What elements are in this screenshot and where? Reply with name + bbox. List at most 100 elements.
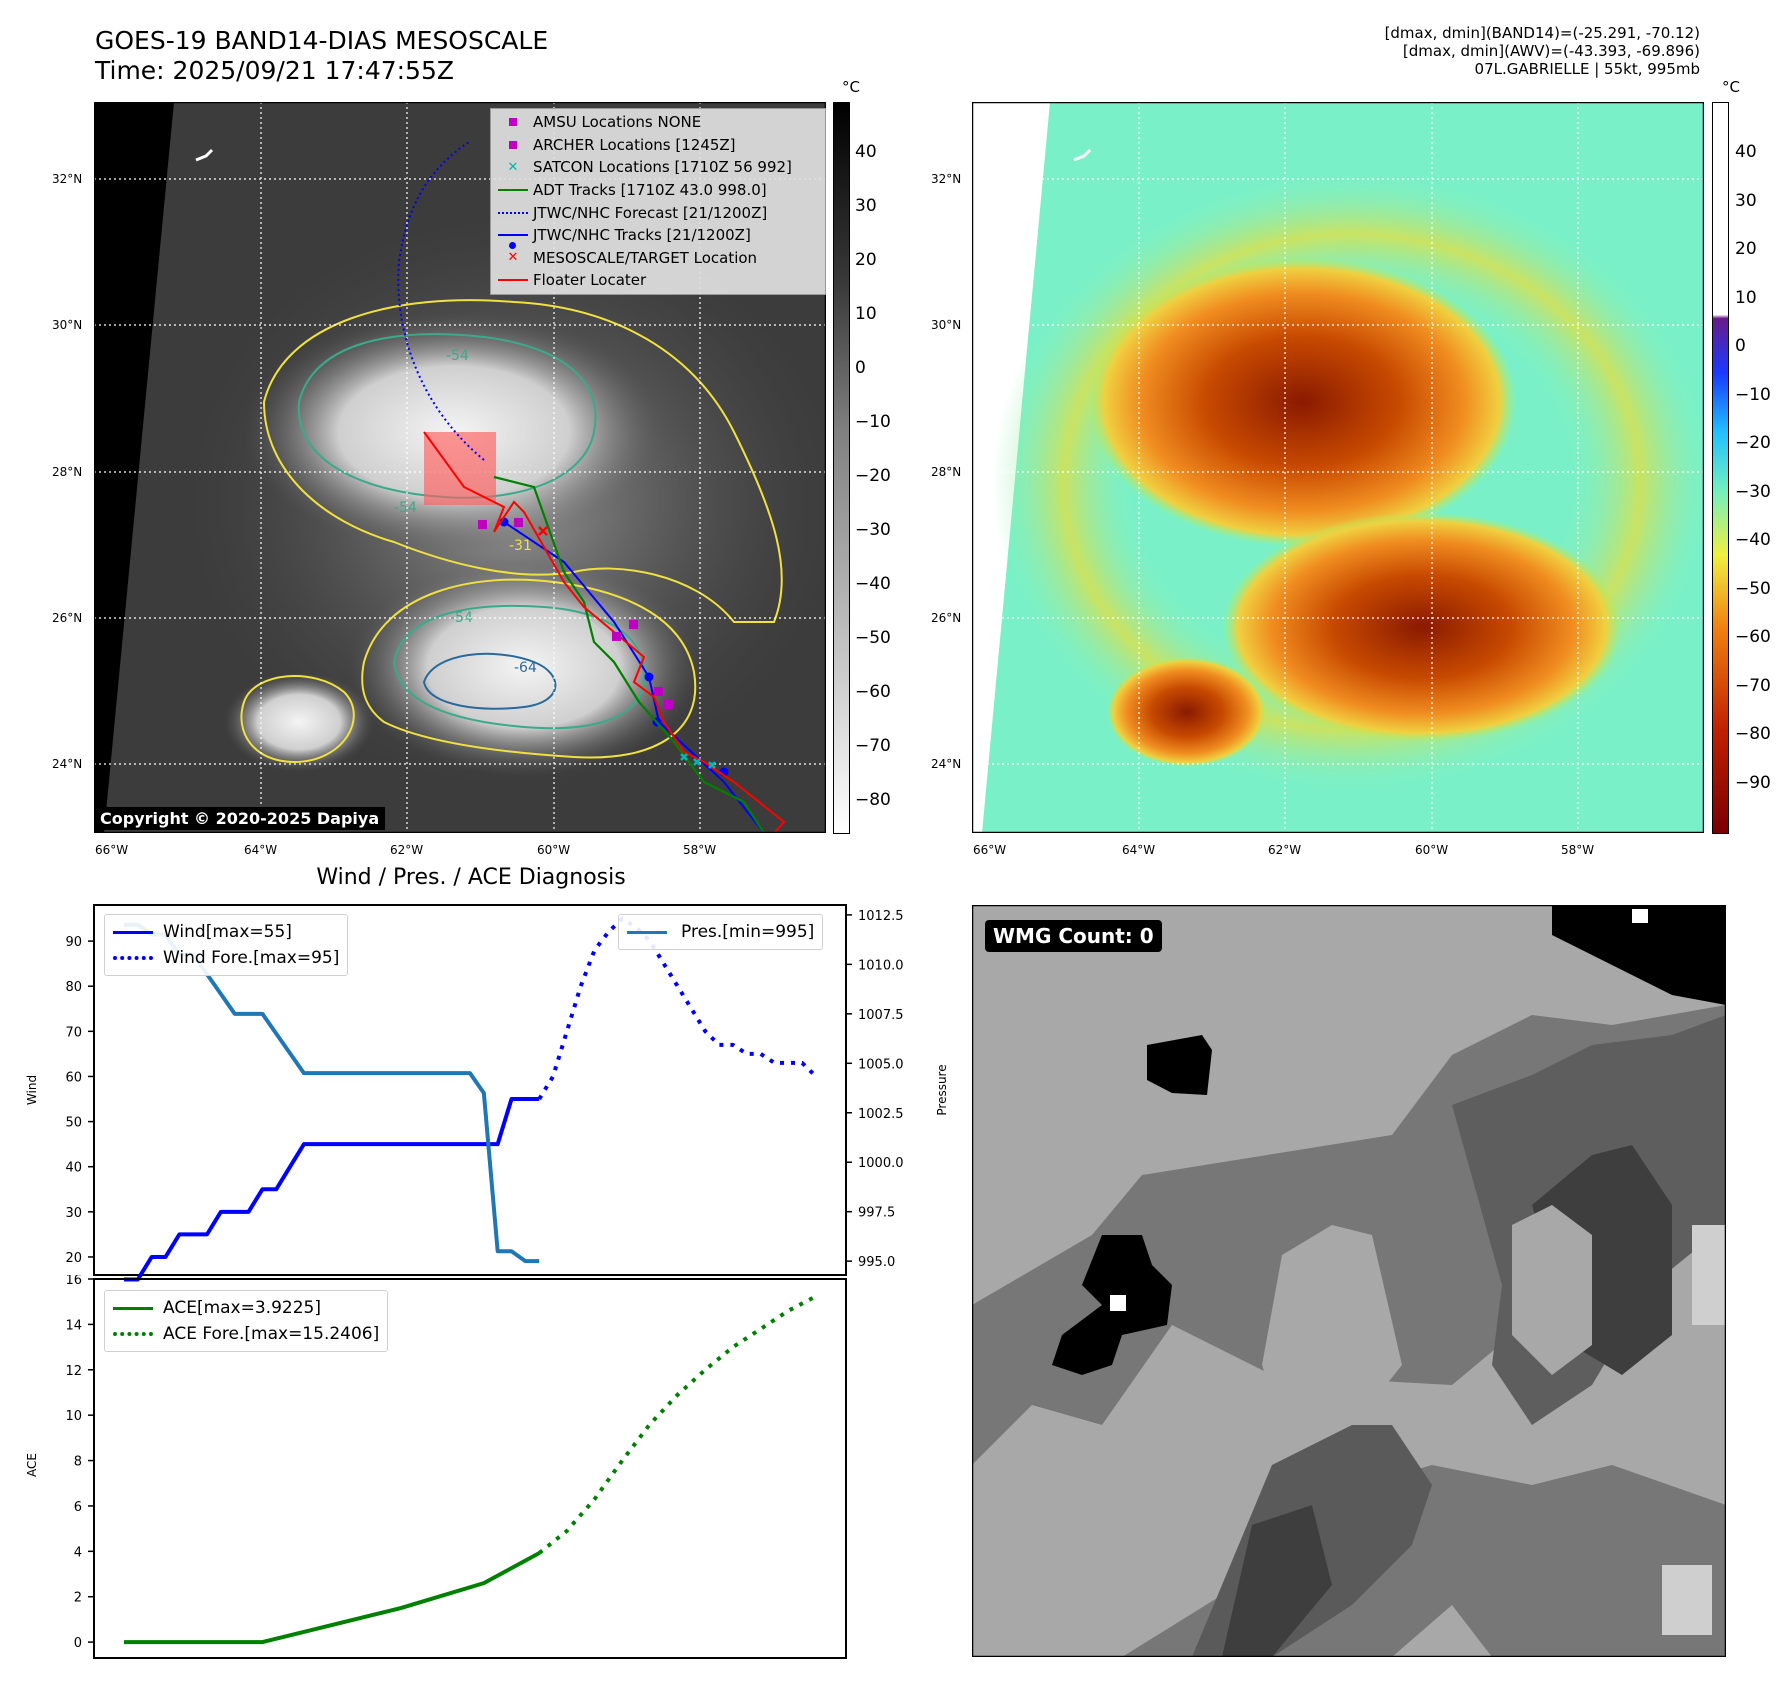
lon2-label-64: 64°W — [1122, 843, 1156, 857]
wind-ytick-label-20: 20 — [65, 1251, 82, 1266]
adt-track — [493, 475, 765, 833]
info-line1: [dmax, dmin](BAND14)=(-25.291, -70.12) — [1384, 24, 1700, 42]
lon-label-58: 58°W — [683, 843, 717, 857]
pres-ytick-label-1012.5: 1012.5 — [858, 909, 904, 924]
lat2-label-28: 28°N — [931, 465, 962, 479]
wind-ylabel: Wind — [25, 1075, 39, 1105]
series-line-0 — [124, 1097, 540, 1282]
legend-amsu: AMSU Locations NONE — [493, 111, 823, 134]
line-dot-icon — [493, 234, 533, 250]
contour-label-5: -54 — [450, 610, 473, 626]
pres-ytick-label-995.0: 995.0 — [858, 1255, 895, 1270]
chart-title: GOES-19 BAND14-DIAS MESOSCALE Time: 2025… — [95, 26, 548, 86]
wmg-frame — [972, 905, 1726, 1657]
line-icon — [493, 189, 533, 192]
lat2-label-24: 24°N — [931, 757, 962, 771]
cb1-tick-30: 30 — [855, 196, 877, 216]
storm-info: [dmax, dmin](BAND14)=(-25.291, -70.12) [… — [1385, 24, 1700, 78]
wind-ytick-label-30: 30 — [65, 1206, 82, 1221]
wmg-black-1 — [1147, 1035, 1212, 1095]
ace-ytick-label-4: 4 — [74, 1545, 82, 1560]
cb1-tick-10: 10 — [855, 304, 877, 324]
cb2-tick-10: 10 — [1735, 288, 1757, 308]
legend-archer: ARCHER Locations [1245Z] — [493, 134, 823, 157]
map-legend: AMSU Locations NONE ARCHER Locations [12… — [490, 108, 826, 295]
cb2-tick-m90: −90 — [1735, 773, 1771, 793]
lon-label-60: 60°W — [537, 843, 571, 857]
dotted-line-icon — [493, 211, 533, 214]
lat-label-28: 28°N — [52, 465, 83, 479]
legend-wind-fore: Wind Fore.[max=95] — [113, 945, 339, 971]
ace-ytick-label-0: 0 — [74, 1636, 82, 1651]
pres-ytick-label-1000.0: 1000.0 — [858, 1156, 904, 1171]
cb1-tick-m30: −30 — [855, 520, 891, 540]
cb1-tick-m60: −60 — [855, 682, 891, 702]
wmg-panel — [972, 905, 1726, 1657]
colorbar1 — [833, 102, 850, 834]
forecast-track — [397, 141, 485, 461]
line-icon — [493, 279, 533, 282]
lon-label-64: 64°W — [244, 843, 278, 857]
cb2-tick-m20: −20 — [1735, 433, 1771, 453]
contour-blue-south — [422, 652, 557, 710]
pres-ytick-label-997.5: 997.5 — [858, 1206, 895, 1221]
cb1-tick-m70: −70 — [855, 736, 891, 756]
contour-label-1: -54 — [394, 500, 417, 516]
ace-series-line-0 — [124, 1551, 541, 1645]
ace-legend: ACE[max=3.9225] ACE Fore.[max=15.2406] — [104, 1290, 389, 1352]
dotted-line-icon — [113, 956, 153, 960]
contour-yellow-west — [240, 675, 355, 764]
wind-ytick-label-80: 80 — [65, 980, 82, 995]
wind-ytick-label-90: 90 — [65, 935, 82, 950]
wind-ytick-label-70: 70 — [65, 1025, 82, 1040]
cb2-tick-m30: −30 — [1735, 482, 1771, 502]
legend-jtwc-tracks: JTWC/NHC Tracks [21/1200Z] — [493, 224, 823, 250]
ace-ytick-label-12: 12 — [65, 1364, 82, 1379]
lon2-label-62: 62°W — [1268, 843, 1302, 857]
awv-core-west — [1107, 657, 1267, 767]
awv-map-frame — [972, 102, 1704, 833]
info-line3: 07L.GABRIELLE | 55kt, 995mb — [1474, 60, 1700, 78]
legend-wind: Wind[max=55] — [113, 919, 339, 945]
wmg-black-top-right — [1552, 905, 1726, 1005]
lon2-label-60: 60°W — [1415, 843, 1449, 857]
cb1-tick-m50: −50 — [855, 628, 891, 648]
cb2-tick-m70: −70 — [1735, 676, 1771, 696]
cb1-tick-m80: −80 — [855, 790, 891, 810]
contour-label-2: -54 — [446, 348, 469, 364]
cb2-tick-m40: −40 — [1735, 530, 1771, 550]
contour-teal-south — [392, 604, 646, 730]
cb2-tick-20: 20 — [1735, 239, 1757, 259]
lat-label-32: 32°N — [52, 172, 83, 186]
mesoscale-target-marker — [538, 526, 548, 536]
square-marker-icon — [493, 140, 533, 149]
wmg-dark-band-5 — [1222, 1505, 1332, 1657]
colorbar2-ticks: 40 30 20 10 0 −10 −20 −30 −40 −50 −60 −7… — [1735, 142, 1788, 817]
ir-cloud-west — [224, 672, 374, 772]
cb1-tick-m40: −40 — [855, 574, 891, 594]
dotted-line-icon — [113, 1332, 153, 1336]
wmg-light-patch-1 — [1692, 1225, 1726, 1325]
square-marker-icon — [493, 118, 533, 127]
ace-ytick-label-14: 14 — [65, 1318, 82, 1333]
cb1-tick-m10: −10 — [855, 412, 891, 432]
cb1-tick-0: 0 — [855, 358, 866, 378]
cb1-tick-m20: −20 — [855, 466, 891, 486]
contour-label-4: -64 — [514, 660, 537, 676]
lat-label-26: 26°N — [52, 611, 83, 625]
ir-cloud-south — [349, 557, 699, 777]
lon2-label-58: 58°W — [1561, 843, 1595, 857]
colorbar2-unit: °C — [1722, 78, 1740, 96]
awv-map — [972, 102, 1704, 833]
jtwc-point-2 — [644, 672, 654, 682]
cb2-tick-40: 40 — [1735, 142, 1757, 162]
solid-line-icon — [627, 930, 667, 934]
satcon-markers — [680, 753, 716, 769]
ace-plot-frame — [93, 1278, 847, 1659]
x-marker-icon: ✕ — [507, 250, 519, 266]
archer-markers — [478, 518, 673, 709]
lon2-label-66: 66°W — [973, 843, 1007, 857]
legend-ace-fore: ACE Fore.[max=15.2406] — [113, 1321, 379, 1347]
wind-ytick-label-50: 50 — [65, 1116, 82, 1131]
awv-gridlines — [972, 102, 1704, 833]
